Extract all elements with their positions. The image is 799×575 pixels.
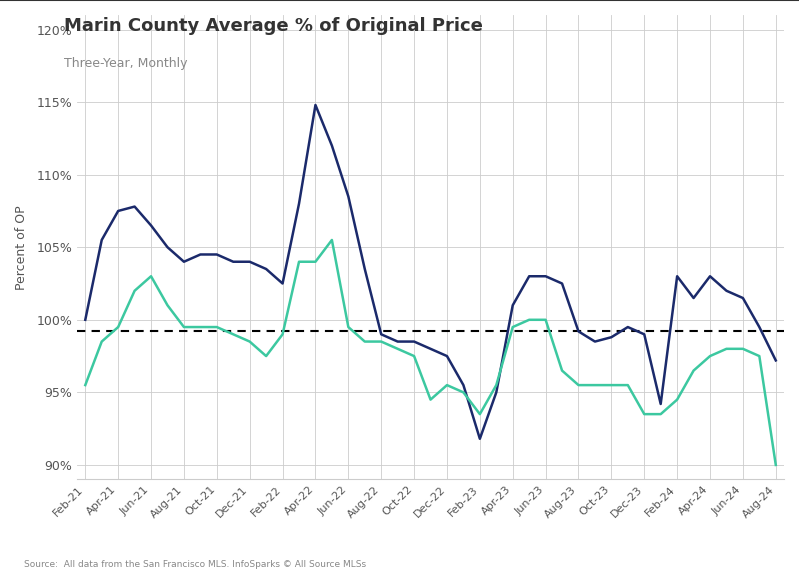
Single-Family Home bbox=[212, 251, 221, 258]
Y-axis label: Percent of OP: Percent of OP bbox=[15, 205, 28, 290]
Single-Family Home bbox=[574, 328, 583, 335]
Single-Family Home bbox=[442, 352, 451, 359]
Single-Family Home bbox=[245, 258, 255, 265]
Condo bbox=[426, 396, 435, 403]
Condo bbox=[327, 236, 336, 243]
Condo bbox=[294, 258, 304, 265]
Single-Family Home bbox=[491, 389, 501, 396]
Text: Three-Year, Monthly: Three-Year, Monthly bbox=[64, 58, 188, 71]
Single-Family Home bbox=[311, 102, 320, 109]
Single-Family Home bbox=[327, 142, 336, 149]
Single-Family Home bbox=[706, 273, 715, 279]
Single-Family Home bbox=[459, 382, 468, 389]
Single-Family Home bbox=[524, 273, 534, 279]
Single-Family Home bbox=[229, 258, 238, 265]
Single-Family Home bbox=[672, 273, 682, 279]
Condo bbox=[393, 346, 403, 352]
Condo bbox=[81, 382, 90, 389]
Single-Family Home bbox=[590, 338, 600, 345]
Single-Family Home bbox=[129, 203, 139, 210]
Single-Family Home bbox=[113, 208, 123, 214]
Single-Family Home bbox=[557, 280, 566, 287]
Condo bbox=[590, 382, 600, 389]
Line: Single-Family Home: Single-Family Home bbox=[85, 105, 776, 439]
Single-Family Home bbox=[721, 288, 731, 294]
Condo bbox=[360, 338, 370, 345]
Condo bbox=[623, 382, 633, 389]
Condo bbox=[656, 411, 666, 417]
Condo bbox=[344, 324, 353, 331]
Condo bbox=[129, 288, 139, 294]
Condo bbox=[721, 346, 731, 352]
Condo bbox=[606, 382, 616, 389]
Single-Family Home bbox=[97, 236, 106, 243]
Condo bbox=[754, 352, 764, 359]
Condo bbox=[376, 338, 386, 345]
Single-Family Home bbox=[393, 338, 403, 345]
Condo bbox=[179, 324, 189, 331]
Single-Family Home bbox=[196, 251, 205, 258]
Single-Family Home bbox=[639, 331, 649, 338]
Condo bbox=[689, 367, 698, 374]
Text: Marin County Average % of Original Price: Marin County Average % of Original Price bbox=[64, 17, 483, 35]
Single-Family Home bbox=[409, 338, 419, 345]
Condo bbox=[163, 302, 173, 309]
Single-Family Home bbox=[294, 200, 304, 207]
Single-Family Home bbox=[475, 435, 485, 442]
Condo bbox=[212, 324, 221, 331]
Condo bbox=[146, 273, 156, 279]
Single-Family Home bbox=[81, 316, 90, 323]
Condo bbox=[475, 411, 485, 417]
Condo bbox=[97, 338, 106, 345]
Condo bbox=[706, 352, 715, 359]
Condo bbox=[672, 396, 682, 403]
Condo bbox=[508, 324, 518, 331]
Single-Family Home bbox=[163, 244, 173, 251]
Condo bbox=[771, 462, 781, 469]
Single-Family Home bbox=[376, 331, 386, 338]
Line: Condo: Condo bbox=[85, 240, 776, 465]
Single-Family Home bbox=[146, 222, 156, 229]
Single-Family Home bbox=[656, 401, 666, 408]
Single-Family Home bbox=[426, 346, 435, 352]
Single-Family Home bbox=[623, 324, 633, 331]
Condo bbox=[459, 389, 468, 396]
Condo bbox=[278, 331, 288, 338]
Condo bbox=[491, 382, 501, 389]
Single-Family Home bbox=[738, 294, 748, 301]
Condo bbox=[639, 411, 649, 417]
Single-Family Home bbox=[179, 258, 189, 265]
Condo bbox=[196, 324, 205, 331]
Condo bbox=[541, 316, 551, 323]
Single-Family Home bbox=[771, 357, 781, 364]
Condo bbox=[409, 352, 419, 359]
Single-Family Home bbox=[360, 266, 370, 273]
Condo bbox=[311, 258, 320, 265]
Condo bbox=[557, 367, 566, 374]
Condo bbox=[524, 316, 534, 323]
Single-Family Home bbox=[689, 294, 698, 301]
Condo bbox=[442, 382, 451, 389]
Condo bbox=[574, 382, 583, 389]
Condo bbox=[229, 331, 238, 338]
Single-Family Home bbox=[344, 193, 353, 200]
Single-Family Home bbox=[541, 273, 551, 279]
Condo bbox=[245, 338, 255, 345]
Single-Family Home bbox=[278, 280, 288, 287]
Condo bbox=[738, 346, 748, 352]
Single-Family Home bbox=[606, 334, 616, 340]
Condo bbox=[261, 352, 271, 359]
Single-Family Home bbox=[261, 266, 271, 273]
Single-Family Home bbox=[754, 324, 764, 331]
Text: Source:  All data from the San Francisco MLS. InfoSparks © All Source MLSs: Source: All data from the San Francisco … bbox=[24, 560, 366, 569]
Single-Family Home bbox=[508, 302, 518, 309]
Condo bbox=[113, 324, 123, 331]
